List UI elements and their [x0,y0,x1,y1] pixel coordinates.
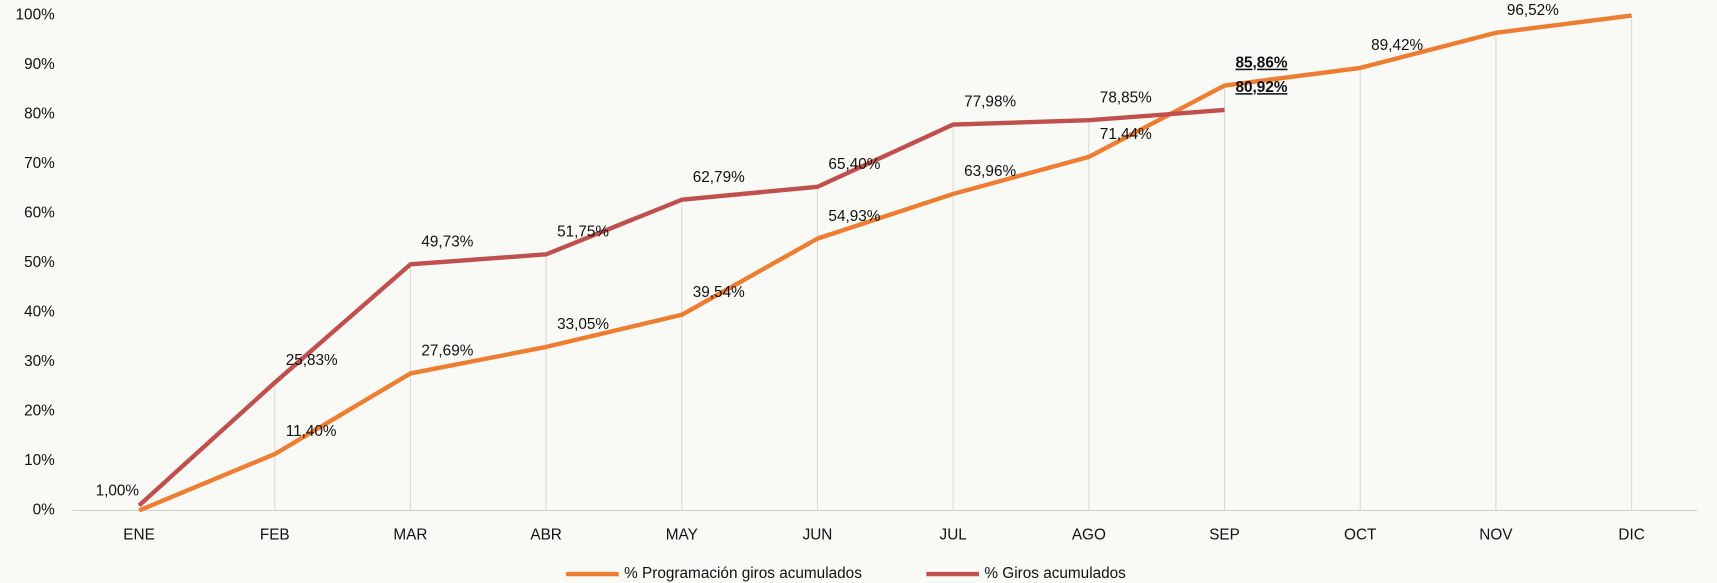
y-tick-label: 50% [24,254,55,271]
y-tick-label: 40% [24,304,55,321]
y-tick-label: 60% [24,205,55,222]
x-tick-label: MAY [666,527,698,544]
data-label: 1,00% [96,482,140,499]
x-tick-label: MAR [393,527,427,544]
data-label: 39,54% [693,284,745,301]
data-label: 89,42% [1371,37,1423,54]
data-label: 54,93% [828,208,880,225]
y-tick-label: 80% [24,106,55,123]
y-tick-label: 90% [24,56,55,73]
data-label: 62,79% [693,169,745,186]
x-tick-label: FEB [260,527,290,544]
data-label: 33,05% [557,316,609,333]
data-label: 78,85% [1100,89,1152,106]
data-label: 100,00% [1643,0,1704,2]
data-label: 77,98% [964,94,1016,111]
legend-label: % Giros acumulados [984,565,1126,582]
data-label: 65,40% [828,156,880,173]
data-label: 85,86% [1235,55,1287,72]
y-tick-label: 70% [24,155,55,172]
y-tick-label: 100% [16,7,56,24]
data-label: 11,40% [286,423,337,440]
x-tick-label: AGO [1072,527,1106,544]
data-label: 80,92% [1235,79,1287,96]
x-tick-label: OCT [1344,527,1377,544]
data-label: 49,73% [421,234,473,251]
data-label: 51,75% [557,224,609,241]
data-label: 63,96% [964,163,1016,180]
data-label: 96,52% [1507,2,1559,19]
x-tick-label: DIC [1618,527,1644,544]
x-tick-label: ENE [123,527,155,544]
x-tick-label: ABR [530,527,562,544]
x-tick-label: NOV [1479,527,1513,544]
y-tick-label: 20% [24,403,55,420]
y-tick-label: 10% [24,452,55,469]
y-tick-label: 30% [24,353,55,370]
legend-label: % Programación giros acumulados [624,565,862,582]
data-label: 27,69% [421,343,473,360]
x-tick-label: SEP [1209,527,1240,544]
y-tick-label: 0% [33,502,56,519]
data-label: 71,44% [1100,126,1152,143]
data-label: 25,83% [286,352,338,369]
series-line [137,107,1225,508]
x-tick-label: JUN [803,527,833,544]
series-line [138,13,1632,513]
x-tick-label: JUL [940,527,968,544]
